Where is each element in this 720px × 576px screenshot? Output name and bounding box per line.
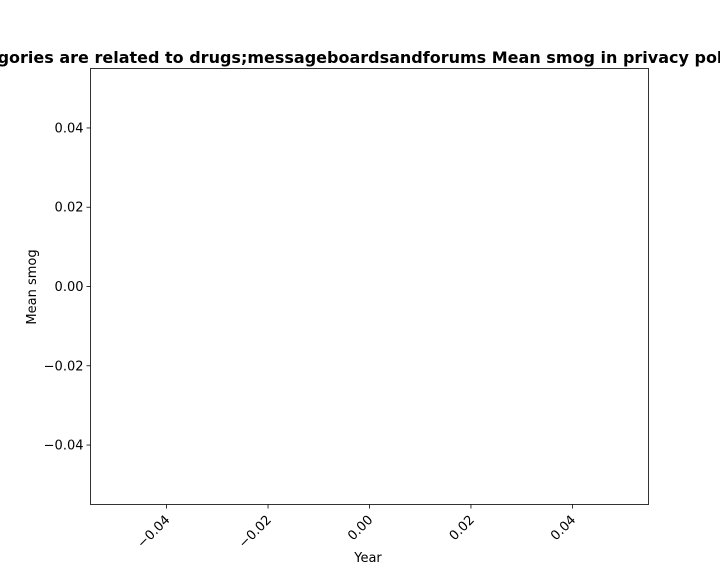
x-axis-ticks: −0.04 −0.02 0.00 0.02 0.04 [135,504,579,552]
x-tick-label: 0.04 [548,513,579,544]
chart-title: gories are related to drugs;messageboard… [0,48,720,67]
x-tick-label: 0.00 [345,513,376,544]
y-tick-label: 0.04 [55,121,84,136]
x-tick-label: 0.02 [447,513,478,544]
y-tick-label: 0.02 [55,201,84,216]
y-tick-label: 0.00 [55,280,84,295]
x-tick-label: −0.02 [236,513,275,552]
x-axis-label: Year [353,551,382,566]
y-axis-label: Mean smog [25,249,40,324]
y-tick-label: −0.04 [44,439,84,454]
y-tick-label: −0.02 [44,359,84,374]
x-tick-label: −0.04 [135,513,174,552]
y-axis-ticks: −0.04 −0.02 0.00 0.02 0.04 [44,121,91,454]
plot-area-frame [90,68,649,505]
